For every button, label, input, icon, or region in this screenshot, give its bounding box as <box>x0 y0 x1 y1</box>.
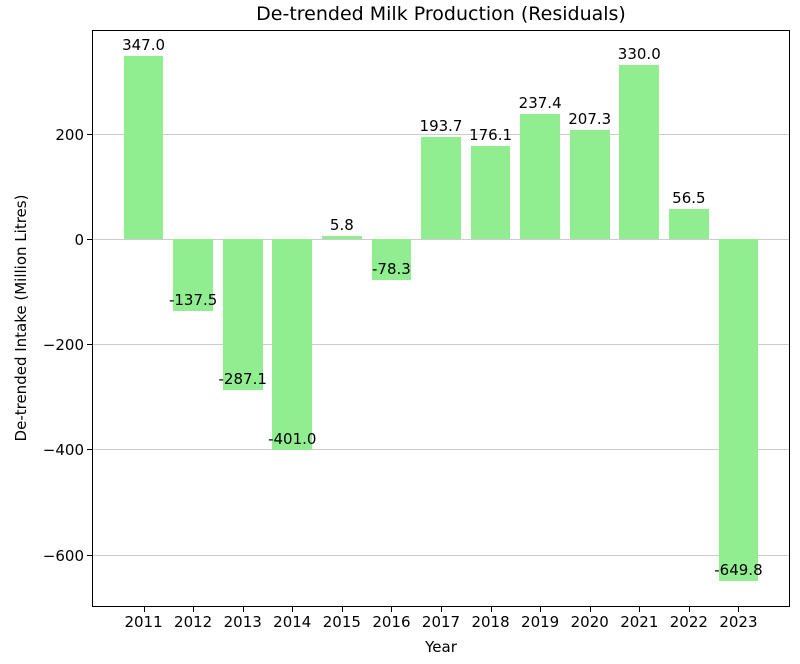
bar-2020 <box>569 129 610 239</box>
bar-2014 <box>272 238 313 450</box>
plot-area <box>92 30 790 607</box>
gridline <box>93 238 789 240</box>
x-tick-label: 2021 <box>620 613 659 631</box>
x-axis-label: Year <box>425 638 457 656</box>
y-tick-label: −600 <box>42 546 84 565</box>
bar-value-label: 207.3 <box>568 109 612 128</box>
x-tick-label: 2023 <box>719 613 758 631</box>
gridline <box>93 133 789 135</box>
x-tick-mark <box>391 607 393 612</box>
y-tick-mark <box>87 133 92 135</box>
y-tick-mark <box>87 449 92 451</box>
x-tick-label: 2018 <box>471 613 510 631</box>
x-tick-mark <box>292 607 294 612</box>
bar-value-label: -137.5 <box>168 291 218 310</box>
x-tick-mark <box>738 607 740 612</box>
bar-2013 <box>222 238 263 390</box>
bar-2015 <box>322 235 362 239</box>
x-tick-label: 2019 <box>521 613 560 631</box>
bar-2021 <box>619 65 660 239</box>
x-tick-mark <box>490 607 492 612</box>
x-tick-mark <box>540 607 542 612</box>
y-tick-mark <box>87 554 92 556</box>
bar-2011 <box>123 56 164 239</box>
gridline <box>93 449 789 451</box>
x-tick-mark <box>341 607 343 612</box>
bar-value-label: 56.5 <box>672 189 706 208</box>
chart-title: De-trended Milk Production (Residuals) <box>256 3 626 25</box>
bar-2023 <box>718 238 759 581</box>
x-tick-mark <box>143 607 145 612</box>
y-tick-mark <box>87 238 92 240</box>
x-tick-mark <box>441 607 442 612</box>
x-tick-label: 2015 <box>322 613 361 631</box>
bar-2019 <box>520 113 560 239</box>
bar-2018 <box>470 146 511 239</box>
x-tick-mark <box>589 607 591 612</box>
x-tick-label: 2012 <box>174 613 213 631</box>
x-tick-label: 2016 <box>372 613 411 631</box>
gridline <box>93 554 789 556</box>
bar-value-label: -287.1 <box>218 369 267 388</box>
y-tick-label: 0 <box>74 230 84 249</box>
x-tick-mark <box>639 607 641 612</box>
bar-value-label: 330.0 <box>617 45 661 64</box>
bar-value-label: -78.3 <box>372 260 411 279</box>
x-tick-mark <box>242 607 244 612</box>
x-tick-mark <box>688 607 690 612</box>
bar-2022 <box>669 209 709 239</box>
bar-2016 <box>371 238 412 281</box>
x-tick-label: 2022 <box>669 613 708 631</box>
y-tick-mark <box>87 344 92 346</box>
x-tick-mark <box>193 607 195 612</box>
y-tick-label: −400 <box>42 441 84 460</box>
bar-value-label: -649.8 <box>714 560 763 579</box>
x-tick-label: 2011 <box>124 613 163 631</box>
bar-value-label: 193.7 <box>419 116 463 135</box>
y-tick-label: 200 <box>55 125 84 144</box>
gridline <box>93 344 789 346</box>
x-tick-label: 2020 <box>570 613 609 631</box>
bar-2017 <box>421 136 461 239</box>
bar-value-label: 237.4 <box>518 93 562 112</box>
bar-value-label: -401.0 <box>268 429 317 448</box>
y-tick-label: −200 <box>42 336 84 355</box>
x-tick-label: 2013 <box>223 613 262 631</box>
bar-value-label: 5.8 <box>329 215 354 234</box>
bar-value-label: 347.0 <box>122 36 166 55</box>
x-tick-label: 2017 <box>421 613 461 631</box>
bar-2012 <box>173 238 213 312</box>
x-tick-label: 2014 <box>273 613 312 631</box>
bar-value-label: 176.1 <box>469 126 513 145</box>
